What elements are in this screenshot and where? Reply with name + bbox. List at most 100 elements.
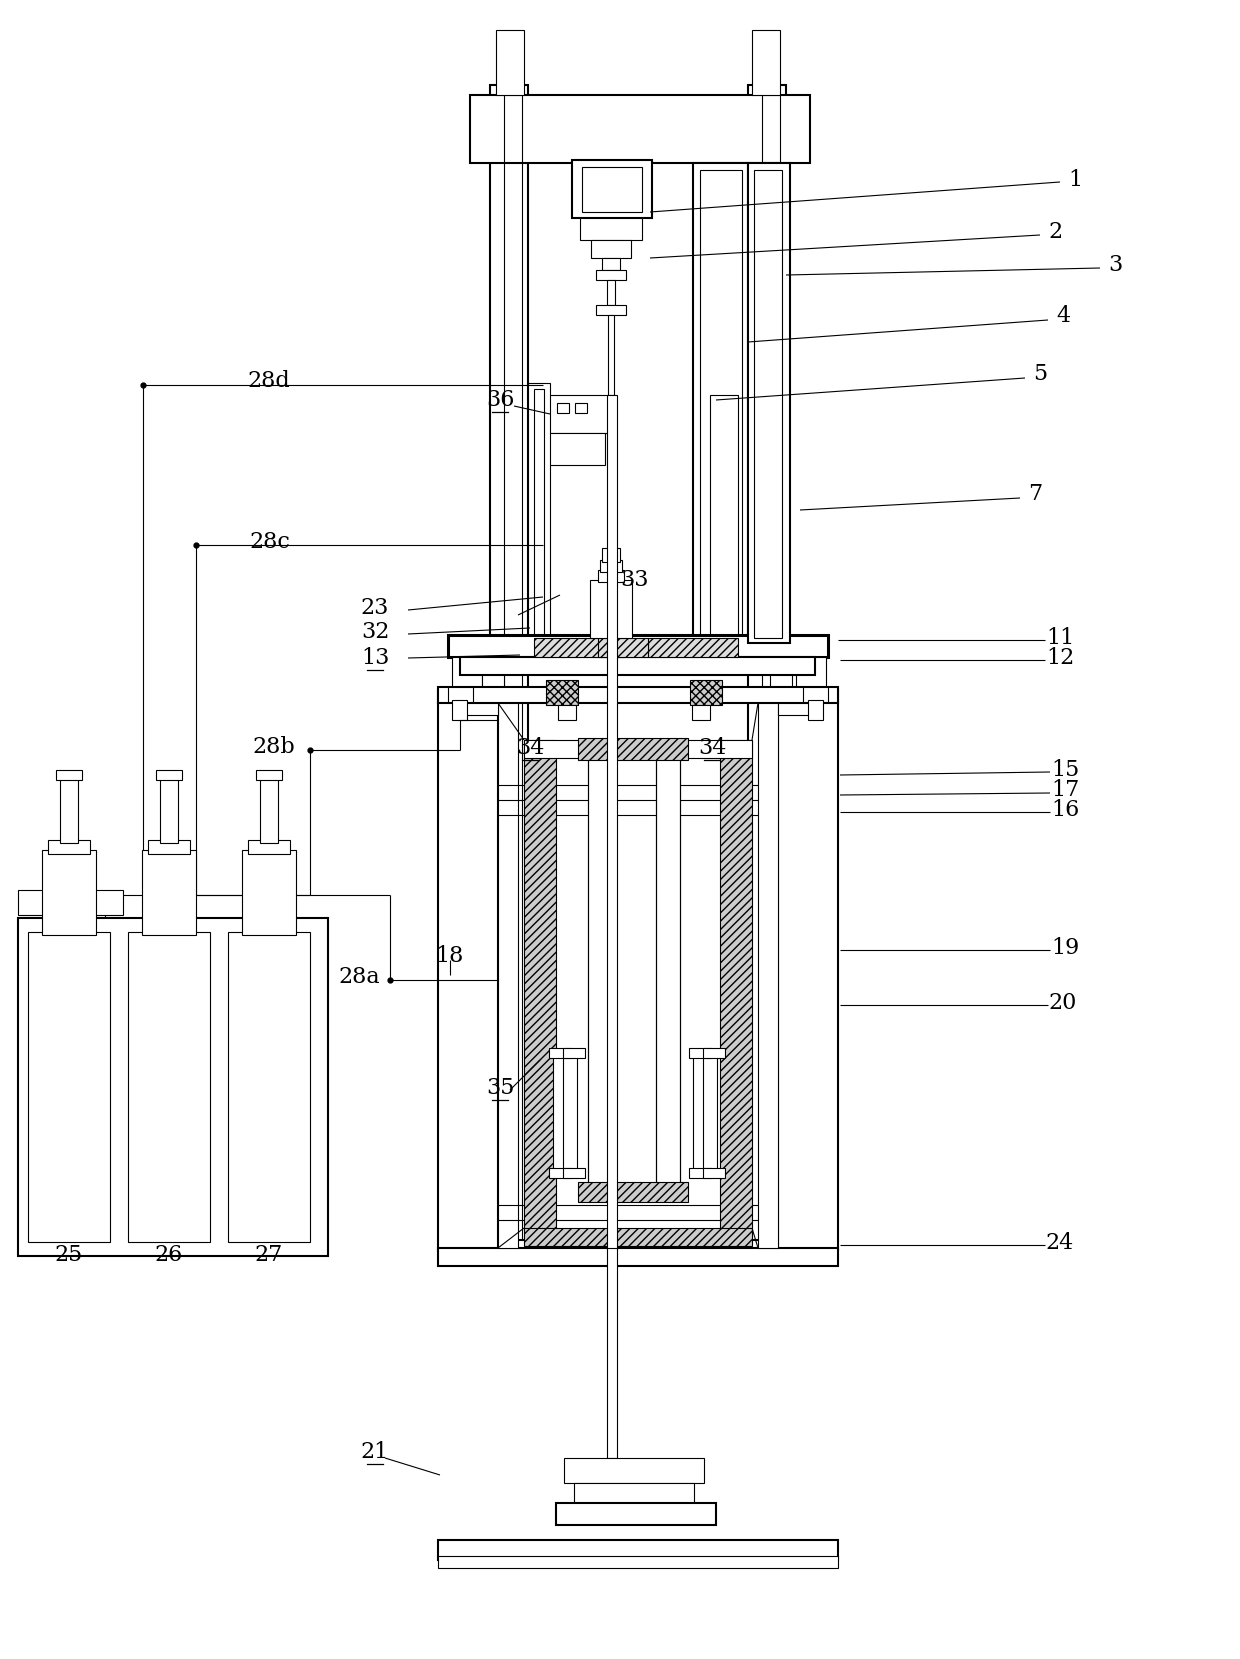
Bar	[490, 85, 528, 1239]
Text: 5: 5	[1033, 363, 1047, 385]
Bar	[748, 85, 786, 1239]
Text: 28c: 28c	[249, 531, 290, 552]
Bar	[549, 1048, 570, 1058]
Bar	[148, 839, 190, 854]
Bar	[563, 1048, 585, 1058]
Bar	[564, 1458, 704, 1483]
Bar	[470, 95, 810, 163]
Bar	[701, 169, 742, 650]
Bar	[525, 740, 751, 758]
Bar	[242, 849, 296, 936]
Bar	[496, 30, 525, 95]
Text: 19: 19	[1050, 937, 1079, 959]
Bar	[608, 315, 614, 395]
Bar	[549, 433, 605, 465]
Bar	[438, 1556, 838, 1568]
Text: 32: 32	[361, 620, 389, 644]
Text: 34: 34	[698, 737, 727, 760]
Text: 26: 26	[155, 1244, 184, 1266]
Text: 35: 35	[486, 1077, 515, 1098]
Bar	[438, 1540, 838, 1559]
Text: 11: 11	[1045, 627, 1074, 649]
Text: 4: 4	[1056, 305, 1070, 327]
Bar	[804, 687, 828, 702]
Text: 3: 3	[1107, 254, 1122, 275]
Bar	[703, 1048, 725, 1058]
Bar	[572, 159, 652, 217]
Text: 24: 24	[1045, 1233, 1074, 1254]
Bar	[580, 217, 642, 241]
Bar	[525, 1228, 751, 1246]
Bar	[703, 1168, 725, 1178]
Bar	[156, 770, 182, 780]
Bar	[528, 383, 551, 659]
Bar	[534, 388, 544, 652]
Text: 2: 2	[1048, 221, 1063, 242]
Text: 28a: 28a	[339, 966, 379, 989]
Bar	[48, 839, 91, 854]
Bar	[574, 1483, 694, 1503]
Bar	[693, 1050, 707, 1170]
Bar	[42, 849, 95, 936]
Bar	[598, 571, 624, 582]
Bar	[448, 687, 472, 702]
Bar	[553, 1050, 567, 1170]
Bar	[464, 703, 498, 715]
Bar	[591, 241, 631, 259]
Bar	[534, 639, 624, 657]
Bar	[453, 700, 467, 720]
Text: 34: 34	[516, 737, 544, 760]
Bar	[143, 849, 196, 936]
Bar	[498, 703, 518, 1248]
Bar	[711, 395, 738, 655]
Bar	[260, 775, 278, 843]
Bar	[649, 639, 738, 657]
Text: 12: 12	[1045, 647, 1074, 669]
Bar	[255, 770, 281, 780]
Bar	[56, 770, 82, 780]
Bar	[563, 1050, 577, 1170]
Text: 28d: 28d	[247, 370, 290, 392]
Bar	[748, 163, 790, 644]
Text: 20: 20	[1049, 992, 1078, 1014]
Bar	[601, 259, 620, 270]
Text: 33: 33	[621, 569, 650, 591]
Bar	[19, 917, 329, 1256]
Bar	[608, 280, 615, 305]
Bar	[582, 168, 642, 212]
Text: 16: 16	[1050, 800, 1079, 821]
Bar	[777, 703, 812, 715]
Bar	[598, 639, 649, 657]
Text: 15: 15	[1050, 760, 1079, 781]
Bar	[575, 403, 587, 413]
Bar	[549, 1168, 570, 1178]
Text: 13: 13	[361, 647, 389, 669]
Bar	[689, 1048, 711, 1058]
Bar	[438, 1248, 838, 1266]
Bar	[601, 547, 620, 562]
Bar	[777, 690, 838, 1249]
Bar	[453, 657, 482, 687]
Bar	[689, 680, 722, 705]
Bar	[689, 1168, 711, 1178]
Text: 17: 17	[1050, 780, 1079, 801]
Bar	[692, 705, 711, 720]
Bar	[128, 932, 210, 1243]
Bar	[808, 700, 823, 720]
Text: 25: 25	[55, 1244, 83, 1266]
Bar	[248, 839, 290, 854]
Text: 7: 7	[1028, 483, 1042, 504]
Bar	[590, 581, 632, 639]
Text: 36: 36	[486, 388, 515, 411]
Bar	[557, 403, 569, 413]
Bar	[556, 1503, 715, 1525]
Bar	[543, 395, 611, 433]
Bar	[546, 680, 578, 705]
Bar	[558, 705, 577, 720]
Text: 18: 18	[435, 946, 464, 967]
Bar	[438, 687, 838, 703]
Bar	[656, 755, 680, 1185]
Bar	[60, 775, 78, 843]
Bar	[578, 1181, 688, 1203]
Text: 1: 1	[1068, 169, 1083, 191]
